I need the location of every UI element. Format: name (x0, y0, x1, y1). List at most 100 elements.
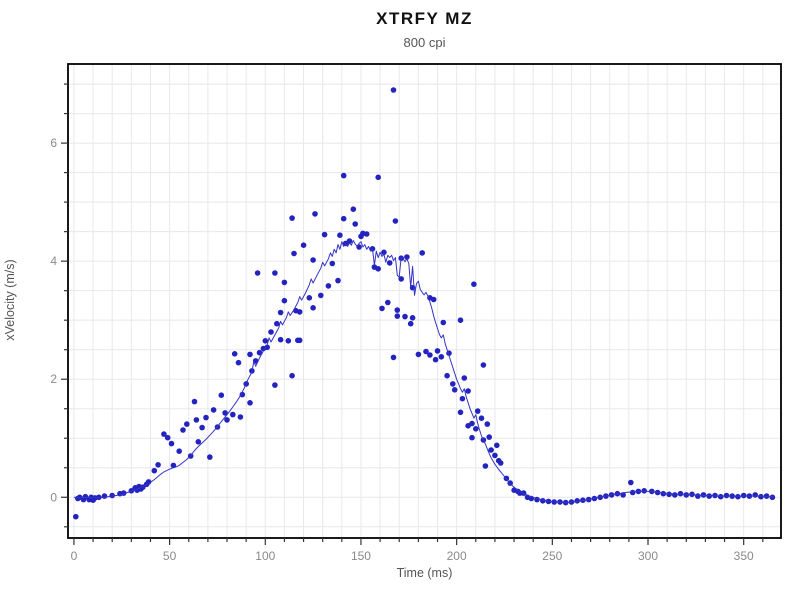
data-point (444, 372, 450, 379)
data-point (375, 266, 382, 272)
data-point (195, 439, 202, 445)
data-point (247, 400, 253, 406)
data-point (151, 467, 158, 474)
data-point (277, 336, 284, 343)
data-point (394, 307, 401, 313)
data-point (740, 492, 747, 499)
y-tick-label: 0 (50, 490, 57, 504)
data-point (486, 434, 493, 440)
data-point (268, 329, 274, 335)
data-point (164, 434, 171, 441)
data-point (695, 493, 701, 499)
data-point (706, 493, 712, 499)
data-point (415, 351, 422, 358)
chart-title: XTRFY MZ (376, 9, 473, 28)
data-point (666, 491, 672, 498)
data-point (473, 426, 479, 432)
x-tick-label: 150 (351, 549, 371, 563)
data-point (184, 421, 190, 427)
data-point (155, 462, 161, 468)
data-point (769, 494, 776, 501)
data-point (574, 498, 580, 504)
data-point (484, 421, 491, 427)
data-point (356, 244, 362, 250)
data-point (256, 349, 263, 356)
axis-ticks (61, 83, 764, 545)
data-point (398, 276, 405, 282)
data-point (478, 415, 485, 422)
data-point (392, 218, 399, 224)
data-point (247, 351, 253, 358)
data-point (281, 297, 288, 304)
data-point (180, 427, 186, 433)
data-point (101, 493, 108, 499)
data-point (440, 319, 447, 326)
data-point (379, 305, 385, 312)
data-point (363, 231, 370, 237)
data-point (488, 447, 494, 453)
data-point (254, 270, 261, 276)
data-point (451, 387, 458, 393)
data-point (264, 344, 271, 351)
data-point (469, 434, 475, 441)
data-point (109, 492, 115, 499)
data-point (168, 440, 175, 447)
data-point (222, 410, 228, 416)
data-point (237, 414, 244, 420)
data-point (176, 448, 182, 455)
tick-labels: 0 50 100 150 200 250 300 350 0 2 4 6 (50, 136, 754, 563)
data-point (289, 372, 295, 379)
data-point (629, 489, 636, 496)
data-point (459, 395, 466, 402)
data-point (352, 221, 359, 227)
data-point (335, 277, 341, 284)
y-tick-label: 4 (50, 254, 57, 268)
data-point (210, 407, 217, 413)
data-point (430, 296, 437, 303)
data-point (161, 431, 167, 437)
data-point (723, 492, 730, 499)
data-point (193, 417, 200, 423)
data-point (480, 362, 487, 368)
data-point (306, 295, 313, 301)
data-point (628, 479, 634, 486)
data-point (296, 309, 303, 315)
data-point (207, 454, 213, 460)
data-point (438, 354, 445, 360)
data-point (482, 463, 489, 469)
data-point (540, 498, 546, 504)
data-point (450, 381, 456, 387)
data-point (474, 408, 481, 414)
data-point (390, 87, 397, 93)
data-point (402, 313, 408, 320)
data-point (325, 283, 332, 289)
data-point (73, 513, 79, 520)
data-point (641, 488, 647, 494)
data-point (677, 490, 684, 497)
velocity-line (73, 240, 775, 504)
x-tick-label: 200 (447, 549, 467, 563)
data-point (310, 305, 316, 311)
data-point (203, 414, 209, 421)
data-point (423, 348, 429, 355)
data-point (375, 174, 382, 181)
data-point (471, 281, 477, 288)
data-point (390, 354, 397, 361)
data-point (340, 215, 347, 222)
data-point (272, 382, 278, 388)
y-tick-label: 2 (50, 372, 57, 386)
data-point (191, 398, 198, 405)
data-point (329, 260, 336, 267)
data-point (318, 292, 324, 299)
y-tick-label: 6 (50, 136, 57, 150)
x-tick-label: 350 (734, 549, 754, 563)
data-point (289, 215, 295, 221)
x-tick-label: 50 (163, 549, 177, 563)
data-point (752, 492, 758, 498)
data-point (758, 493, 764, 500)
data-point (492, 452, 498, 459)
data-point (170, 462, 177, 469)
data-point (272, 270, 278, 276)
